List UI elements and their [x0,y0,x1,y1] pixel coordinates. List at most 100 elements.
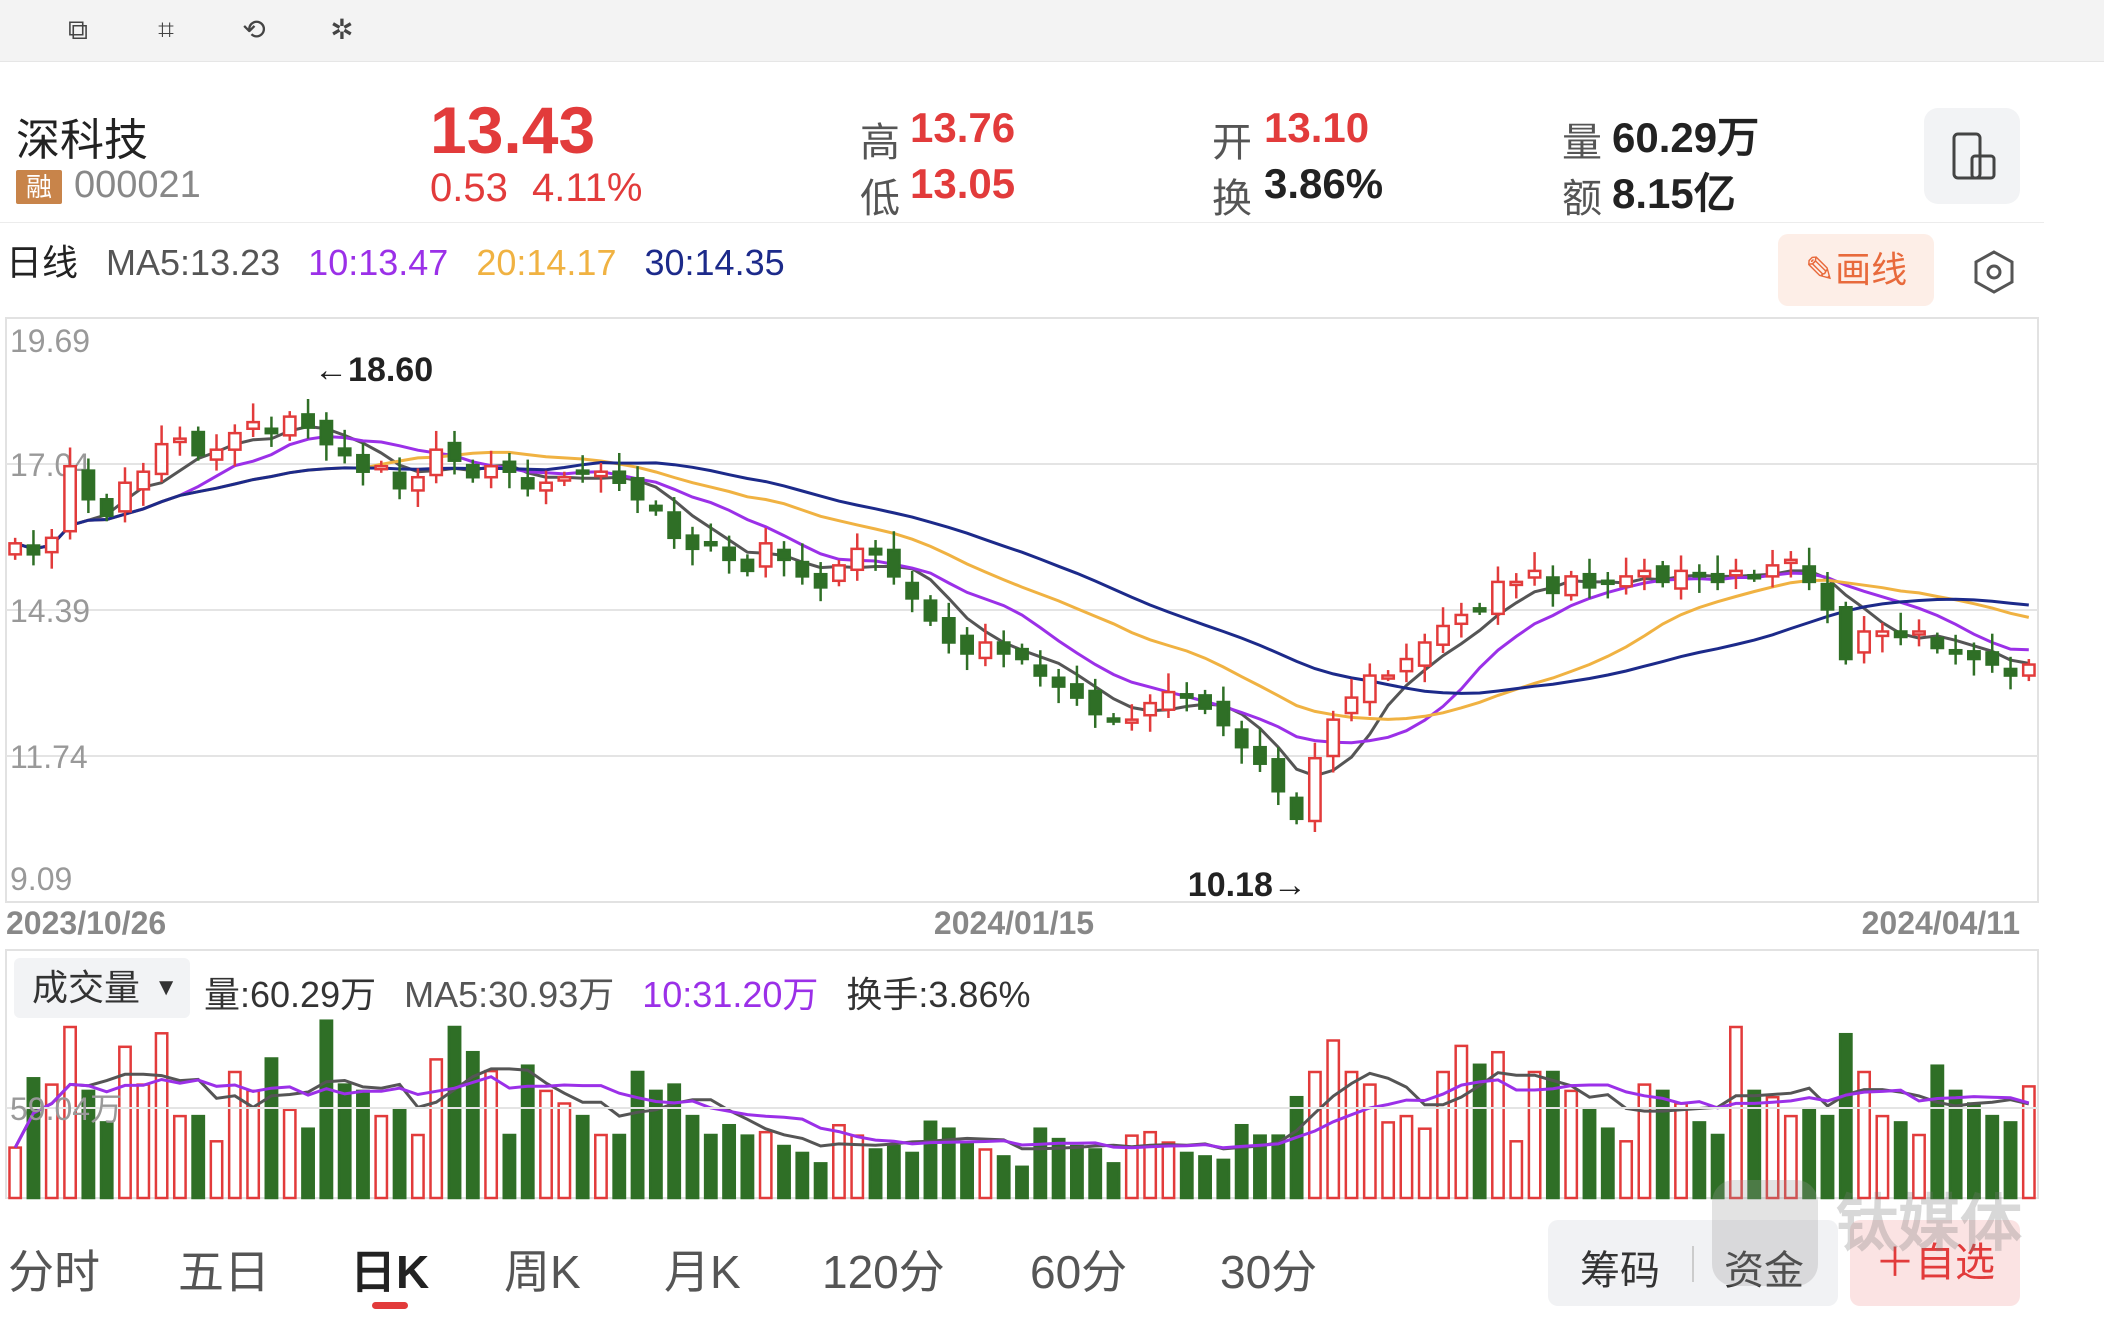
volume-bar[interactable] [1838,1032,1853,1200]
candle[interactable] [2021,663,2036,677]
volume-bar[interactable] [1619,1140,1634,1200]
copy-icon[interactable]: ⧉ [68,14,88,45]
funds-button[interactable]: 资金 [1724,1249,1804,1293]
volume-bar[interactable] [26,1077,41,1200]
candle[interactable] [1600,579,1615,586]
candle[interactable] [1765,564,1780,578]
volume-bar[interactable] [1948,1089,1963,1200]
candle[interactable] [1802,565,1817,584]
volume-bar[interactable] [923,1120,938,1200]
volume-bar[interactable] [319,1019,334,1200]
candle[interactable] [996,641,1011,655]
volume-bar[interactable] [374,1114,389,1200]
volume-bar[interactable] [978,1148,993,1200]
candle[interactable] [1820,582,1835,611]
candle[interactable] [1509,580,1524,587]
candle[interactable] [282,415,297,437]
candle[interactable] [44,536,59,554]
candle[interactable] [319,419,334,446]
volume-bar[interactable] [1234,1123,1249,1200]
volume-bar[interactable] [832,1123,846,1200]
candle[interactable] [1491,580,1505,616]
volume-bar[interactable] [703,1133,718,1200]
volume-bar[interactable] [1015,1165,1029,1200]
volume-bar[interactable] [1161,1141,1176,1200]
candle[interactable] [1564,575,1579,597]
candle[interactable] [1967,650,1981,661]
candle[interactable] [1344,696,1359,715]
volume-bar[interactable] [996,1155,1011,1200]
volume-bar[interactable] [905,1151,920,1200]
candle[interactable] [392,471,407,490]
candle[interactable] [1948,648,1963,655]
candle[interactable] [1692,571,1707,578]
volume-bar[interactable] [1545,1070,1560,1200]
candle[interactable] [99,498,114,518]
volume-bar[interactable] [1179,1151,1194,1200]
volume-bar[interactable] [1381,1121,1396,1200]
volume-bar[interactable] [594,1133,608,1200]
candle[interactable] [154,442,169,476]
candle[interactable] [1454,613,1469,626]
candle[interactable] [813,572,828,589]
tab-intraday[interactable]: 分时 [8,1246,100,1298]
candle[interactable] [1783,558,1798,565]
volume-bar[interactable] [520,1064,535,1200]
volume-bar[interactable] [63,1025,77,1200]
volume-bar[interactable] [612,1133,627,1200]
volume-bar[interactable] [118,1045,132,1200]
tab-30min[interactable]: 30分 [1220,1246,1318,1298]
candle[interactable] [1985,651,2000,666]
volume-bar[interactable] [356,1089,370,1200]
volume-bar[interactable] [1362,1083,1377,1200]
volume-bar[interactable] [1088,1148,1103,1200]
rotate-icon[interactable]: ⟲ [242,14,266,45]
tab-five-day[interactable]: 五日 [178,1246,270,1298]
candle[interactable] [209,448,224,461]
volume-bar[interactable] [960,1141,975,1200]
candle[interactable] [118,481,132,513]
candle[interactable] [447,441,462,462]
volume-bar[interactable] [502,1133,517,1200]
candle[interactable] [1619,575,1634,588]
candle[interactable] [1399,657,1414,673]
candle[interactable] [1838,605,1853,661]
draw-line-button[interactable]: ✎画线 [1778,234,1934,306]
candle[interactable] [1307,756,1322,823]
volume-bar[interactable] [447,1025,462,1200]
chips-button[interactable]: 筹码 [1580,1249,1660,1293]
candle[interactable] [1198,694,1212,710]
candle[interactable] [465,463,480,479]
volume-bar[interactable] [1857,1070,1872,1200]
tab-120min[interactable]: 120分 [822,1246,945,1298]
volume-bar[interactable] [191,1114,206,1200]
candle[interactable] [832,564,846,583]
volume-bar[interactable] [1527,1070,1542,1200]
candle[interactable] [1893,630,1908,639]
volume-bar[interactable] [813,1162,828,1200]
volume-bar[interactable] [557,1102,572,1200]
volume-bar[interactable] [227,1070,242,1200]
candle[interactable] [484,464,499,479]
volume-bar[interactable] [282,1108,297,1200]
volume-bar[interactable] [1289,1095,1304,1200]
candle[interactable] [1527,569,1542,579]
candle[interactable] [264,427,279,435]
candle[interactable] [740,558,755,573]
volume-bar[interactable] [1893,1121,1908,1200]
candle[interactable] [1069,683,1084,699]
screenshot-icon[interactable]: ⌗ [158,14,174,45]
volume-bar[interactable] [1600,1127,1615,1200]
volume-bar[interactable] [2003,1121,2018,1200]
volume-bar[interactable] [1399,1114,1414,1200]
candle[interactable] [1289,796,1304,821]
candle[interactable] [1582,572,1597,589]
volume-bar[interactable] [648,1089,663,1200]
volume-bar[interactable] [1820,1114,1835,1200]
candle[interactable] [868,547,883,556]
candle[interactable] [1106,717,1121,723]
volume-bars[interactable] [8,1019,2036,1200]
candle[interactable] [301,413,315,429]
volume-bar[interactable] [1436,1070,1450,1200]
